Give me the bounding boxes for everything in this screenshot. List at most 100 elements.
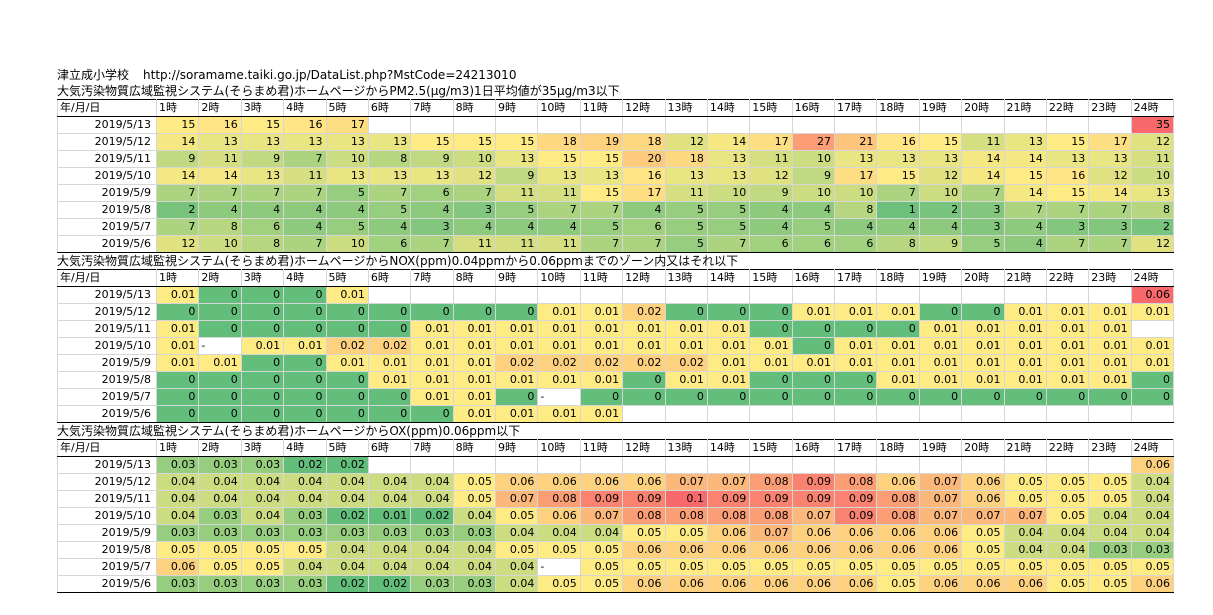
hour-header: 7時	[410, 269, 454, 287]
value-cell: 4	[452, 218, 497, 236]
hour-header: 11時	[579, 269, 624, 287]
value-cell: 0	[283, 405, 327, 423]
table-row: 2019/5/7 0 0 0 0 0 0 0.01 0.01 0-0 0 0 0 0 0 0 0 0 0 0 0 0 0	[57, 388, 1175, 406]
value-cell: 7	[283, 184, 327, 202]
value-cell: 0.03	[452, 575, 497, 593]
value-cell: 6	[367, 235, 412, 253]
value-cell: 0.05	[664, 524, 708, 542]
value-cell: 10	[791, 184, 836, 202]
table-row: 2019/5/8 2 4 4 4 4 5 4 3 5 7 7 4 5 5 4 4 8 1 2 3 7 7 7 8	[57, 201, 1175, 219]
hour-header: 5時	[325, 439, 369, 457]
value-cell: 11	[664, 184, 708, 202]
value-cell: 0	[325, 405, 369, 423]
table-row: 2019/5/10 0.04 0.03 0.04 0.03 0.02 0.01 0.02 0.0…	[57, 507, 1175, 525]
hour-header: 19時	[918, 99, 963, 117]
date-cell: 2019/5/6	[57, 575, 157, 593]
value-cell: 0.01	[367, 507, 412, 525]
value-cell: 0.08	[833, 473, 878, 491]
value-cell: 0	[367, 303, 412, 321]
value-cell: 8	[833, 201, 878, 219]
value-cell: 9	[240, 150, 285, 168]
value-cell: 0.06	[961, 575, 1005, 593]
value-cell: 15	[537, 150, 581, 168]
value-cell: 0.01	[494, 320, 539, 338]
value-cell: 0.02	[283, 456, 327, 474]
value-cell: 0	[749, 388, 793, 406]
value-cell: 0	[325, 303, 369, 321]
table-row: 2019/5/13 0.01 0 0 0 0.01 0.06	[57, 286, 1175, 304]
table-row: 2019/5/12 0.04 0.04 0.04 0.04 0.04 0.04 0.04 0.0…	[57, 473, 1175, 491]
value-cell: 0.08	[664, 507, 708, 525]
value-cell	[706, 286, 751, 304]
value-cell: 6	[791, 235, 836, 253]
value-cell: 0	[367, 320, 412, 338]
value-cell: 0.02	[494, 354, 539, 372]
hour-header: 14時	[706, 439, 751, 457]
value-cell: 0.03	[198, 507, 242, 525]
value-cell: 0.03	[240, 575, 285, 593]
value-cell: 11	[452, 235, 497, 253]
value-cell: 0.05	[240, 541, 285, 559]
value-cell: 0.04	[1003, 524, 1047, 542]
value-cell: 0.02	[622, 354, 666, 372]
value-cell: 21	[833, 133, 878, 151]
value-cell: 4	[876, 218, 920, 236]
value-cell: 0.03	[198, 524, 242, 542]
hour-header: 2時	[198, 99, 242, 117]
value-cell: 0.03	[155, 524, 200, 542]
value-cell: 0.06	[876, 473, 920, 491]
value-cell: 0	[918, 388, 963, 406]
value-cell: 0.06	[664, 575, 708, 593]
value-cell: 0.03	[198, 456, 242, 474]
value-cell: 0.01	[1130, 337, 1175, 355]
value-cell: 0	[664, 388, 708, 406]
value-cell: 13	[876, 150, 920, 168]
hour-header: 6時	[367, 439, 412, 457]
value-cell: 0	[198, 388, 242, 406]
value-cell: 13	[494, 150, 539, 168]
date-cell: 2019/5/7	[57, 218, 157, 236]
value-cell: 0.01	[706, 320, 751, 338]
value-cell: 0.02	[325, 337, 369, 355]
hour-header: 22時	[1045, 99, 1090, 117]
date-cell: 2019/5/6	[57, 405, 157, 423]
value-cell: 0.04	[325, 490, 369, 508]
value-cell: 12	[749, 167, 793, 185]
hour-header: 24時	[1130, 269, 1175, 287]
value-cell: 0.06	[1130, 456, 1175, 474]
value-cell: 0.04	[283, 490, 327, 508]
table-row: 2019/5/8 0.05 0.05 0.05 0.05 0.04 0.04 0.04 0.04…	[57, 541, 1175, 559]
value-cell: 0.05	[1045, 473, 1090, 491]
value-cell: 0.01	[918, 320, 963, 338]
value-cell: 0	[791, 371, 836, 389]
value-cell: 4	[410, 201, 454, 219]
value-cell: 0.03	[198, 575, 242, 593]
value-cell	[833, 116, 878, 134]
value-cell	[622, 456, 666, 474]
value-cell: 0.01	[452, 405, 497, 423]
hour-header: 21時	[1003, 99, 1047, 117]
value-cell: 8	[1130, 201, 1175, 219]
date-cell: 2019/5/6	[57, 235, 157, 253]
value-cell: 0.04	[1088, 524, 1132, 542]
table-row: 2019/5/12 0 0 0 0 0 0 0 0 0 0.01 0.01 0.02 0 0 0 0.01 0.0…	[57, 303, 1175, 321]
value-cell	[1003, 405, 1047, 423]
value-cell: 0.05	[622, 558, 666, 576]
value-cell: 0.01	[325, 286, 369, 304]
value-cell: 4	[537, 218, 581, 236]
hour-header: 2時	[198, 269, 242, 287]
value-cell: 13	[325, 167, 369, 185]
value-cell: 0	[876, 388, 920, 406]
value-cell: 0	[494, 388, 539, 406]
value-cell: 0.06	[622, 575, 666, 593]
value-cell: 4	[1003, 218, 1047, 236]
value-cell: 0	[1045, 388, 1090, 406]
value-cell: 0.04	[410, 473, 454, 491]
value-cell: 0.04	[410, 558, 454, 576]
hour-header: 18時	[876, 269, 920, 287]
hour-header: 23時	[1088, 269, 1132, 287]
value-cell: 0.06	[1130, 575, 1175, 593]
value-cell: 0.01	[833, 354, 878, 372]
value-cell: 0.04	[452, 541, 497, 559]
value-cell: 0	[452, 303, 497, 321]
